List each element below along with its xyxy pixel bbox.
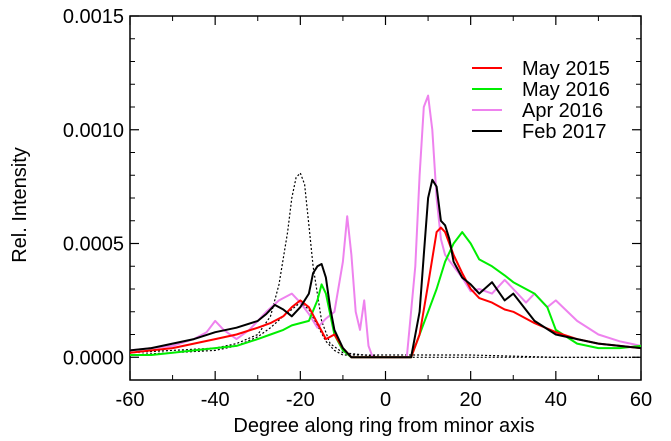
- series-layer: [130, 94, 641, 359]
- series-line-may-2015: [130, 226, 641, 359]
- series-line-feb-2017: [130, 178, 641, 359]
- x-tick-label: -20: [286, 389, 315, 411]
- x-tick-label: 40: [545, 389, 567, 411]
- series-line-may-2016: [130, 231, 641, 359]
- legend-entry: Apr 2016: [522, 100, 603, 122]
- y-axis-label: Rel. Intensity: [9, 147, 31, 263]
- x-tick-label: 20: [460, 389, 482, 411]
- y-tick-label: 0.0000: [63, 347, 124, 369]
- dotted-reference-line: [130, 172, 641, 358]
- y-tick-label: 0.0010: [63, 120, 124, 142]
- y-axis: 0.0000 0.0005 0.0010 0.0015: [63, 6, 641, 369]
- series-line-apr-2016: [130, 94, 641, 359]
- x-tick-label: 0: [380, 389, 391, 411]
- legend-entry: May 2015: [522, 58, 610, 80]
- y-tick-label: 0.0015: [63, 6, 124, 28]
- legend-entry: May 2016: [522, 79, 610, 101]
- x-tick-label: -40: [201, 389, 230, 411]
- x-tick-label: 60: [630, 389, 652, 411]
- y-tick-label: 0.0005: [63, 234, 124, 256]
- x-axis-label: Degree along ring from minor axis: [233, 415, 534, 437]
- x-tick-label: -60: [116, 389, 145, 411]
- legend-entry: Feb 2017: [522, 121, 607, 143]
- x-axis: -60 -40 -20 0 20 40 60: [116, 16, 652, 411]
